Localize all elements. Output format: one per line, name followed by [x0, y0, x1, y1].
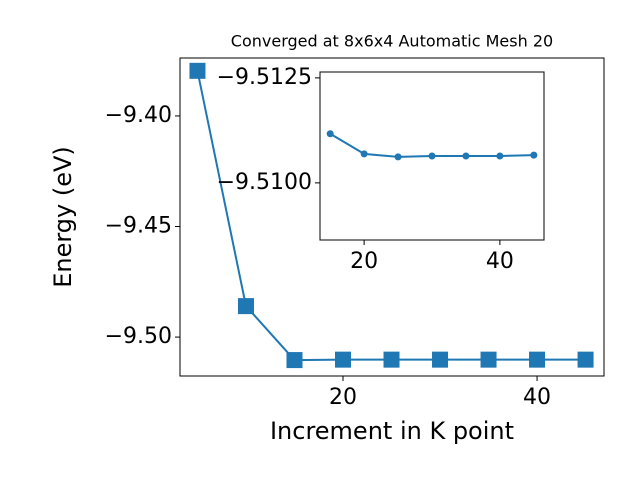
marker	[383, 351, 400, 368]
marker	[529, 351, 546, 368]
y-tick-label: −9.40	[105, 103, 172, 128]
y-axis-label: Energy (eV)	[49, 146, 77, 288]
plot-frame	[179, 57, 605, 377]
x-tick-label: 40	[486, 249, 514, 274]
marker	[577, 351, 594, 368]
marker	[480, 351, 497, 368]
marker	[394, 153, 402, 161]
plot-frame	[319, 71, 545, 241]
x-tick-label: 20	[350, 249, 378, 274]
marker	[530, 151, 538, 159]
y-tick-label: −9.5100	[217, 170, 312, 195]
chart-title: Converged at 8x6x4 Automatic Mesh 20	[231, 32, 553, 51]
x-axis-label: Increment in K point	[270, 417, 514, 445]
x-tick-label: 20	[329, 385, 357, 410]
marker	[360, 150, 368, 158]
marker	[462, 152, 470, 160]
marker	[432, 351, 449, 368]
marker	[286, 352, 303, 369]
marker	[335, 351, 352, 368]
x-tick-label: 40	[523, 385, 551, 410]
marker	[496, 152, 504, 160]
y-tick-label: −9.50	[105, 324, 172, 349]
y-tick-label: −9.45	[105, 214, 172, 239]
marker	[428, 152, 436, 160]
marker	[237, 298, 254, 315]
marker	[326, 130, 334, 138]
y-tick-label: −9.5125	[217, 65, 312, 90]
marker	[189, 62, 206, 79]
